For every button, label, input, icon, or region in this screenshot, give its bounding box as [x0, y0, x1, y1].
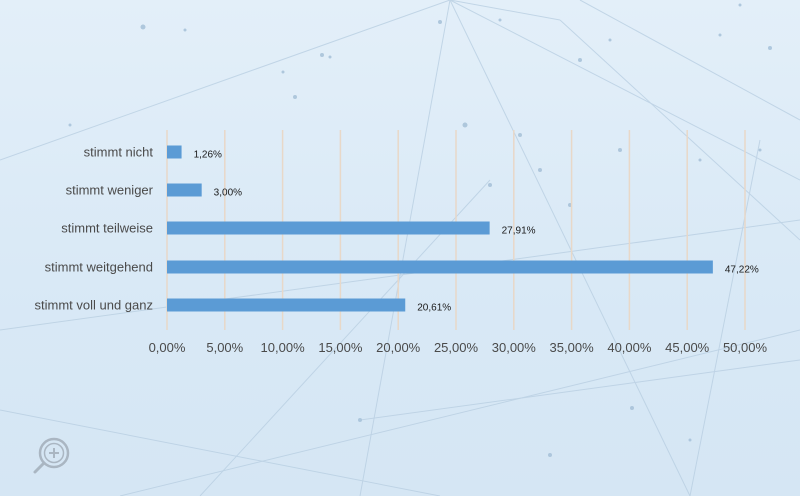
category-label: stimmt weitgehend	[45, 260, 153, 275]
zoom-button[interactable]	[30, 434, 74, 478]
x-tick-label: 30,00%	[492, 340, 537, 355]
x-tick-label: 20,00%	[376, 340, 421, 355]
zoom-in-icon	[33, 437, 70, 474]
x-tick-label: 35,00%	[550, 340, 595, 355]
category-label: stimmt nicht	[84, 145, 154, 160]
bars	[167, 145, 713, 312]
x-tick-label: 50,00%	[723, 340, 768, 355]
x-tick-label: 45,00%	[665, 340, 710, 355]
x-tick-label: 10,00%	[261, 340, 306, 355]
x-tick-label: 15,00%	[318, 340, 363, 355]
value-label: 20,61%	[417, 303, 451, 314]
value-label: 47,22%	[725, 265, 759, 276]
bar	[167, 183, 202, 197]
labels: 0,00% 5,00% 10,00% 15,00% 20,00% 25,00% 30,00%…	[35, 145, 768, 356]
bar	[167, 298, 406, 312]
x-tick-label: 40,00%	[607, 340, 652, 355]
x-tick-label: 0,00%	[149, 340, 186, 355]
bar	[167, 221, 490, 235]
bar	[167, 260, 713, 274]
x-tick-label: 5,00%	[206, 340, 243, 355]
value-label: 3,00%	[214, 188, 242, 199]
value-label: 1,26%	[194, 150, 222, 161]
value-label: 27,91%	[502, 226, 536, 237]
bar	[167, 145, 182, 159]
category-label: stimmt weniger	[66, 183, 154, 198]
category-label: stimmt teilweise	[61, 221, 153, 236]
x-tick-label: 25,00%	[434, 340, 479, 355]
category-label: stimmt voll und ganz	[35, 298, 154, 313]
